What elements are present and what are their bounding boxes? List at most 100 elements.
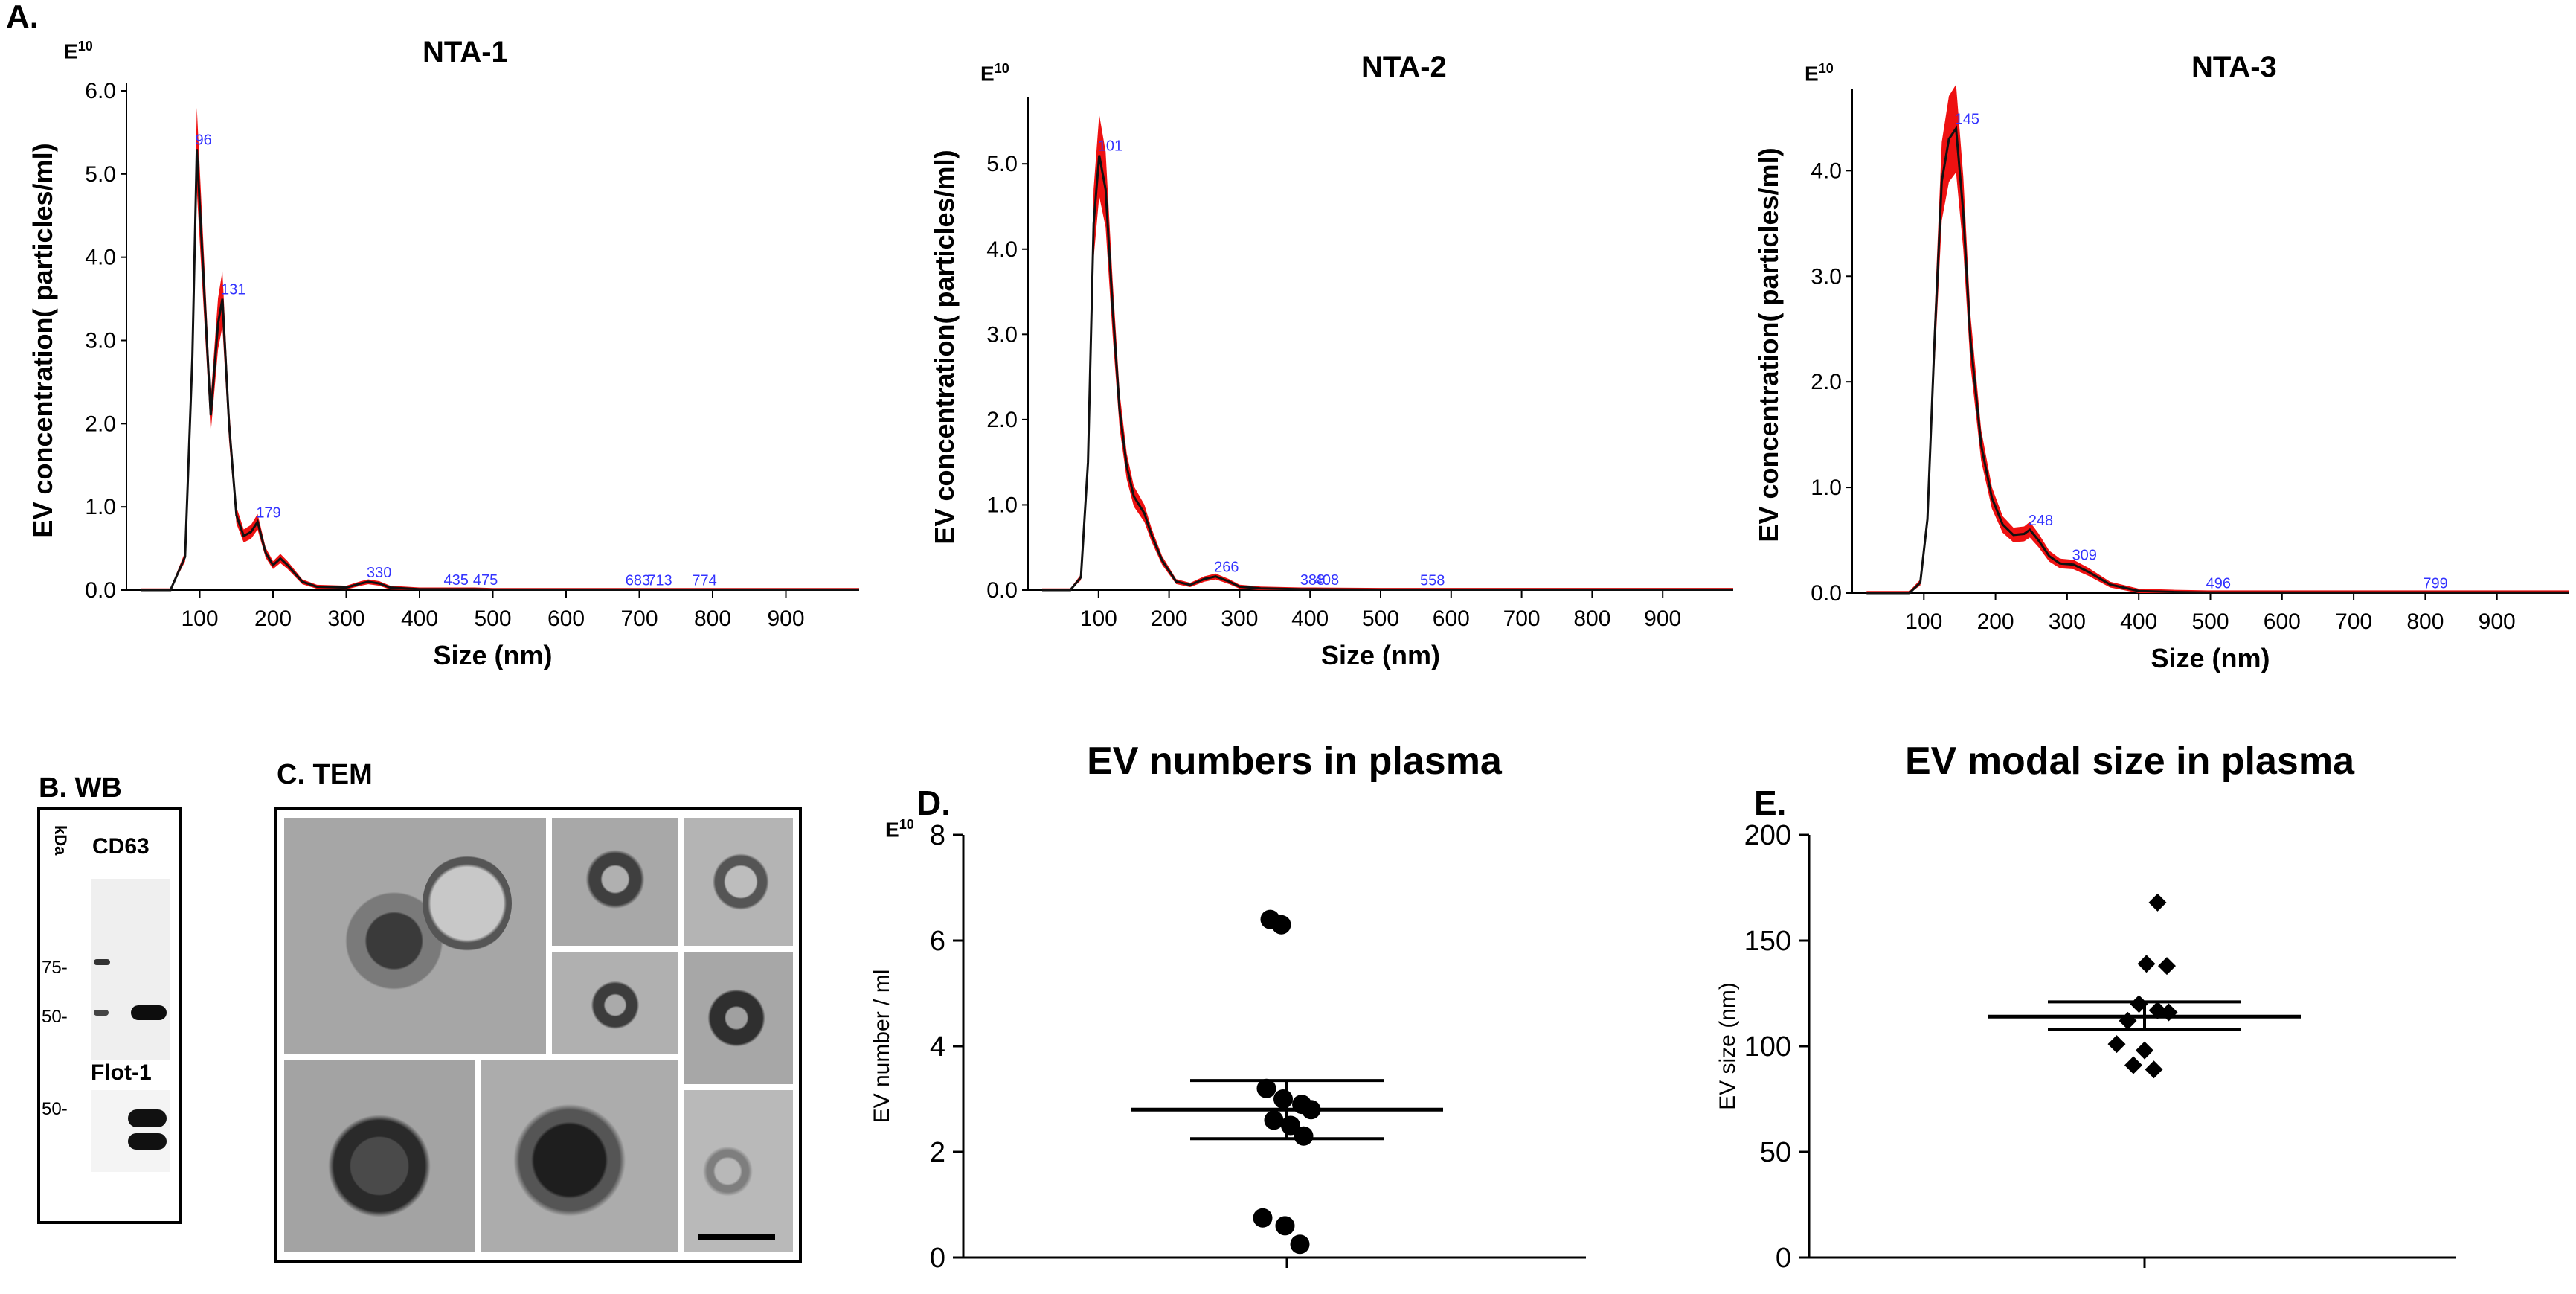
nta3-y-tick-label: 3.0 bbox=[1811, 264, 1842, 289]
nta3-error-band bbox=[1866, 84, 2569, 593]
nta2-x-tick-label: 800 bbox=[1573, 606, 1610, 631]
nta3-x-tick-label: 900 bbox=[2479, 609, 2516, 634]
nta3-x-tick-label: 400 bbox=[2120, 609, 2157, 634]
panel-e-label: E. bbox=[1754, 784, 1787, 822]
nta3-x-tick-label: 600 bbox=[2264, 609, 2301, 634]
tem-image-7 bbox=[481, 1060, 678, 1252]
e-data-point bbox=[2159, 1003, 2178, 1022]
nta3-title: NTA-3 bbox=[2191, 51, 2277, 83]
flot1-band-upper bbox=[128, 1109, 167, 1127]
nta2-series-line bbox=[1042, 155, 1733, 592]
d-y-tick-label: 0 bbox=[930, 1243, 945, 1272]
ev-size-plot: EV modal size in plasma 0 50 100 150 200 EV si… bbox=[1715, 740, 2456, 1272]
western-blot-panel: kDa CD63 75- 50- Flot-1 50- bbox=[37, 807, 182, 1224]
nta2-y-tick-label: 2.0 bbox=[986, 408, 1018, 432]
nta3-y-tick-label: 2.0 bbox=[1811, 370, 1842, 394]
nta1-peak-label: 713 bbox=[647, 572, 672, 589]
d-data-point bbox=[1290, 1234, 1310, 1255]
cd63-band bbox=[131, 1005, 167, 1020]
e-title: EV modal size in plasma bbox=[1905, 740, 2355, 783]
nta3-y-tick-label: 0.0 bbox=[1811, 581, 1842, 606]
nta2-y-axis-title: EV concentration( particles/ml) bbox=[929, 150, 960, 544]
flot1-blot-image bbox=[91, 1090, 170, 1172]
nta3-x-tick-label: 700 bbox=[2335, 609, 2372, 634]
nta3-peak-label: 496 bbox=[2206, 575, 2231, 592]
nta1-peak-label: 683 bbox=[626, 572, 650, 589]
tem-image-8 bbox=[684, 1090, 793, 1252]
nta3-series-line bbox=[1866, 125, 2569, 595]
nta1-x-tick-label: 400 bbox=[401, 606, 438, 631]
e-data-point bbox=[2124, 1056, 2142, 1074]
e-data-point bbox=[2119, 1011, 2137, 1030]
marker-50-bottom: 50- bbox=[42, 1099, 68, 1119]
ladder-band-50 bbox=[94, 1010, 109, 1016]
nta1-x-axis-title: Size (nm) bbox=[433, 640, 552, 670]
nta2-title: NTA-2 bbox=[1361, 51, 1447, 83]
nta1-peak-label: 96 bbox=[196, 132, 212, 148]
e-y-tick-label: 100 bbox=[1744, 1031, 1791, 1063]
cd63-label: CD63 bbox=[92, 834, 150, 859]
d-data-point bbox=[1271, 915, 1291, 935]
nta2-peak-label: 558 bbox=[1420, 572, 1445, 589]
nta1-peak-label: 131 bbox=[221, 282, 245, 298]
nta1-y-axis-title: EV concentration( particles/ml) bbox=[28, 143, 58, 537]
d-data-point bbox=[1264, 1110, 1284, 1130]
nta2-x-tick-label: 200 bbox=[1151, 606, 1188, 631]
flot1-band-lower bbox=[128, 1133, 167, 1150]
nta1-y-tick-label: 2.0 bbox=[85, 411, 116, 436]
nta2-y-tick-label: 3.0 bbox=[986, 322, 1018, 347]
nta1-y-tick-label: 5.0 bbox=[85, 162, 116, 187]
e-data-point bbox=[2107, 1035, 2126, 1054]
nta2-peak-label: 266 bbox=[1214, 560, 1239, 576]
nta2-peak-label: 408 bbox=[1314, 572, 1339, 589]
tem-image-6 bbox=[284, 1060, 475, 1252]
e-y-tick-label: 0 bbox=[1776, 1243, 1791, 1272]
scale-bar bbox=[698, 1234, 775, 1240]
nta1-x-tick-label: 200 bbox=[254, 606, 292, 631]
nta1-y-tick-label: 1.0 bbox=[85, 495, 116, 519]
nta1-x-tick-label: 700 bbox=[620, 606, 658, 631]
nta1-y-tick-label: 3.0 bbox=[85, 329, 116, 353]
nta2-x-tick-label: 300 bbox=[1221, 606, 1258, 631]
panel-d-label: D. bbox=[916, 784, 951, 822]
d-data-point bbox=[1294, 1126, 1314, 1146]
tem-image-5 bbox=[684, 952, 793, 1084]
ladder-band-75 bbox=[94, 959, 110, 965]
nta1-x-tick-label: 600 bbox=[547, 606, 585, 631]
e-y-tick-label: 200 bbox=[1744, 820, 1791, 851]
ev-numbers-plot: EV numbers in plasma 0 2 4 6 8 EV number / ml bbox=[870, 740, 1586, 1272]
nta1-peak-label: 435 bbox=[443, 572, 468, 589]
d-title: EV numbers in plasma bbox=[1087, 740, 1503, 783]
nta1-x-tick-label: 900 bbox=[767, 606, 804, 631]
nta2-chart: 100 200 300 400 500 600 700 800 900 0.0 1.0 2.0 3.0 4… bbox=[929, 97, 1733, 670]
nta3-peak-label: 248 bbox=[2029, 513, 2053, 529]
nta1-x-tick-label: 300 bbox=[327, 606, 364, 631]
tem-vesicle bbox=[423, 855, 512, 952]
d-y-tick-label: 4 bbox=[930, 1031, 945, 1063]
tem-image-2 bbox=[552, 818, 678, 946]
nta1-y-tick-label: 4.0 bbox=[85, 246, 116, 270]
nta1-peak-label: 475 bbox=[473, 572, 498, 589]
e-data-point bbox=[2158, 957, 2176, 976]
marker-75: 75- bbox=[42, 958, 68, 978]
e-data-point bbox=[2137, 955, 2156, 973]
nta2-x-axis-title: Size (nm) bbox=[1321, 640, 1440, 670]
nta1-multiplier: E10 bbox=[64, 39, 93, 63]
e-data-point bbox=[2148, 1001, 2167, 1019]
nta2-peak-label: 101 bbox=[1098, 138, 1122, 155]
nta2-x-tick-label: 900 bbox=[1644, 606, 1681, 631]
d-multiplier: E10 bbox=[885, 817, 914, 842]
nta2-x-tick-label: 100 bbox=[1080, 606, 1117, 631]
panel-a-label: A. bbox=[6, 0, 39, 35]
nta3-x-tick-label: 300 bbox=[2049, 609, 2086, 634]
nta2-x-tick-label: 500 bbox=[1362, 606, 1399, 631]
nta1-chart: 100 200 300 400 500 600 700 800 900 0.0 1.0 2.0 3.0 4… bbox=[28, 79, 859, 670]
e-y-axis-title: EV size (nm) bbox=[1715, 982, 1740, 1110]
d-data-point bbox=[1275, 1216, 1295, 1236]
nta1-error-band bbox=[141, 107, 859, 590]
tem-image-4 bbox=[552, 952, 678, 1054]
d-y-tick-label: 6 bbox=[930, 926, 945, 957]
nta2-peak-label: 388 bbox=[1300, 572, 1325, 589]
kda-label: kDa bbox=[51, 825, 70, 856]
tem-image-3 bbox=[684, 818, 793, 946]
